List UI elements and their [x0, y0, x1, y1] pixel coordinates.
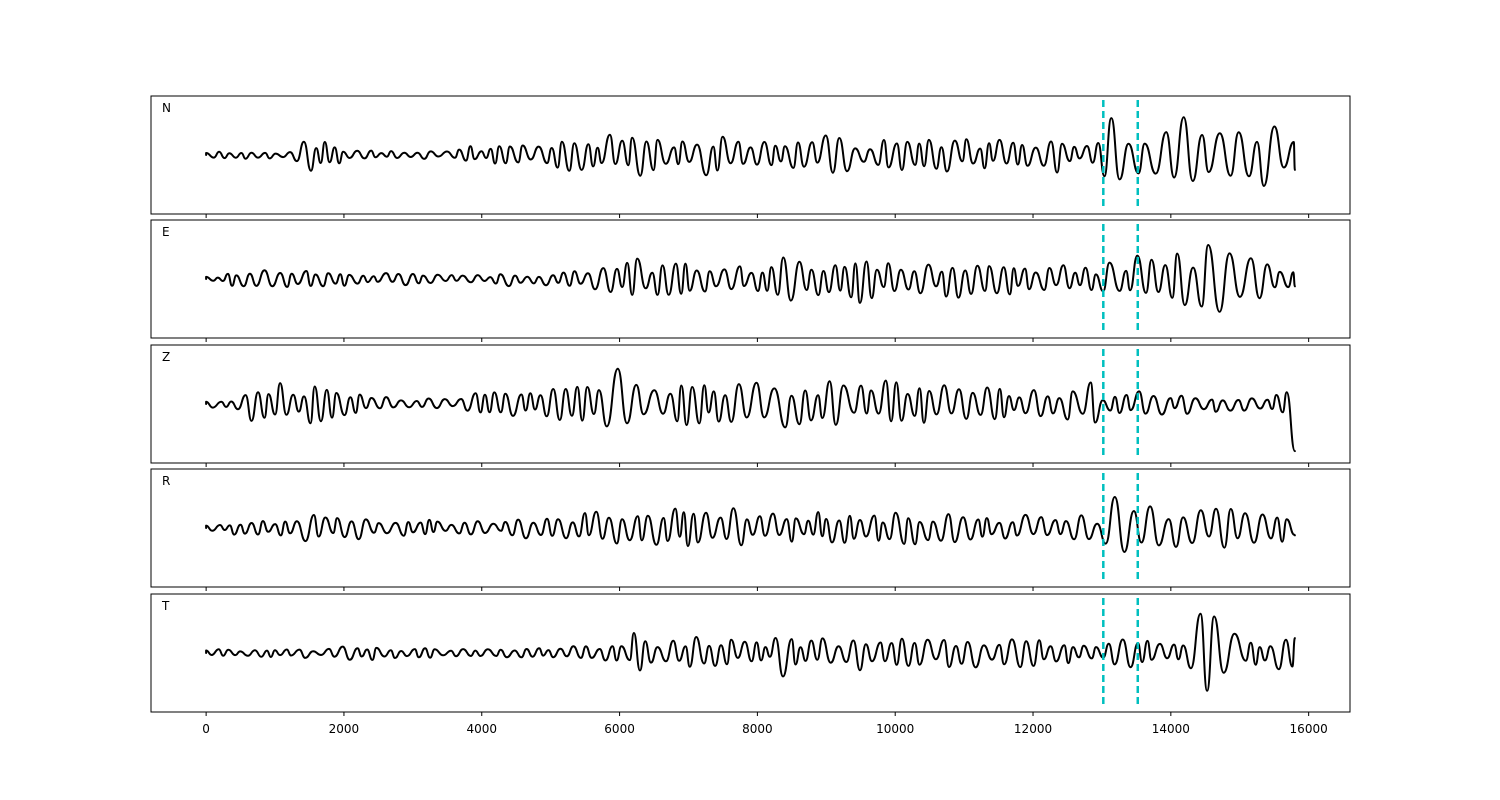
panel-frame	[150, 593, 1351, 713]
panel-frame	[150, 95, 1351, 215]
waveform-trace	[205, 496, 1296, 553]
panel-z: Z	[150, 344, 1351, 467]
panel-label: E	[162, 225, 170, 239]
x-tick-label: 12000	[1014, 722, 1052, 736]
waveform-trace	[205, 116, 1296, 187]
panel-r: R	[150, 468, 1351, 591]
x-tick-label: 6000	[604, 722, 635, 736]
panel-label: R	[162, 474, 170, 488]
x-axis: 0 2000 4000 6000 8000 10000 12000 14000 16000	[202, 712, 1328, 736]
x-tick-label: 10000	[876, 722, 914, 736]
x-tick-label: 2000	[329, 722, 360, 736]
waveform-trace	[205, 367, 1296, 453]
panel-e: E	[150, 219, 1351, 342]
x-tick-label: 4000	[466, 722, 497, 736]
panels-layer: N E Z R T	[150, 95, 1351, 713]
waveform-trace	[205, 244, 1296, 313]
panel-label: Z	[162, 350, 170, 364]
waveform-trace	[205, 612, 1296, 692]
x-tick-label: 14000	[1152, 722, 1190, 736]
panel-t: T	[150, 593, 1351, 713]
x-tick-label: 0	[202, 722, 210, 736]
panel-frame	[150, 468, 1351, 588]
panel-frame	[150, 219, 1351, 339]
panel-label: T	[161, 599, 170, 613]
panel-label: N	[162, 101, 171, 115]
panel-frame	[150, 344, 1351, 464]
x-tick-label: 16000	[1290, 722, 1328, 736]
x-tick-label: 8000	[742, 722, 773, 736]
panel-n: N	[150, 95, 1351, 218]
